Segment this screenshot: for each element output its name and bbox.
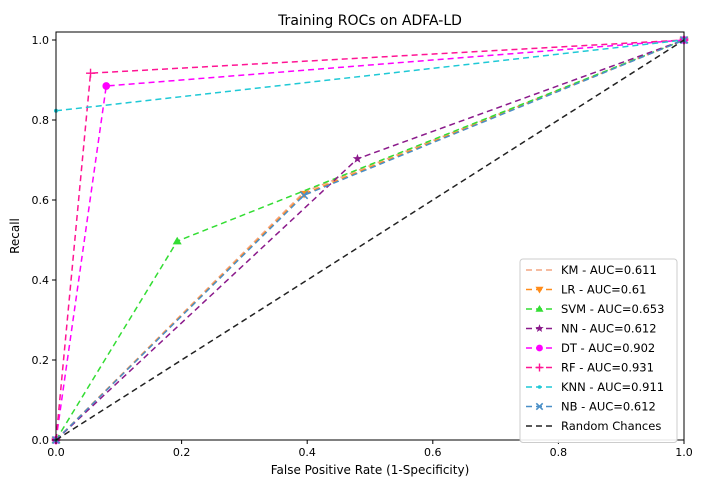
legend-item: SVM - AUC=0.653 xyxy=(526,302,664,316)
data-point-marker xyxy=(537,385,542,389)
legend-label: RF - AUC=0.931 xyxy=(561,361,654,375)
y-axis-label: Recall xyxy=(8,218,22,254)
legend-item: RF - AUC=0.931 xyxy=(526,361,654,375)
y-axis: 0.0 0.2 0.4 0.6 0.8 1.0 xyxy=(32,34,56,447)
series-line xyxy=(55,39,685,112)
y-tick-label: 0.6 xyxy=(32,194,50,207)
y-tick-label: 0.4 xyxy=(32,274,50,287)
legend-label: DT - AUC=0.902 xyxy=(561,341,655,355)
y-tick-label: 0.8 xyxy=(32,114,50,127)
plot-area xyxy=(51,35,689,445)
legend-label: NN - AUC=0.612 xyxy=(561,322,657,336)
data-point-marker xyxy=(536,344,543,352)
x-tick-label: 0.6 xyxy=(424,446,442,459)
data-point-marker xyxy=(535,286,544,294)
legend-item: NB - AUC=0.612 xyxy=(526,400,656,414)
legend-item: LR - AUC=0.61 xyxy=(526,283,646,297)
data-point-marker xyxy=(535,305,544,312)
x-tick-label: 1.0 xyxy=(675,446,693,459)
series-line xyxy=(55,39,685,441)
data-point-marker xyxy=(172,236,182,245)
data-point-marker xyxy=(352,153,363,163)
legend-item: Random Chances xyxy=(526,419,661,433)
x-axis: 0.0 0.2 0.4 0.6 0.8 1.0 xyxy=(47,440,693,459)
legend-label: Random Chances xyxy=(561,419,661,433)
chart-title: Training ROCs on ADFA-LD xyxy=(277,13,462,29)
legend-item: NN - AUC=0.612 xyxy=(526,322,657,336)
legend-label: KM - AUC=0.611 xyxy=(561,263,657,277)
legend-item: DT - AUC=0.902 xyxy=(526,341,655,355)
x-tick-label: 0.4 xyxy=(298,446,316,459)
legend-label: KNN - AUC=0.911 xyxy=(561,380,664,394)
y-tick-label: 1.0 xyxy=(32,34,50,47)
series-line xyxy=(55,39,685,441)
x-tick-label: 0.0 xyxy=(47,446,65,459)
series-line xyxy=(55,39,685,441)
series-line xyxy=(55,39,685,441)
legend-label: SVM - AUC=0.653 xyxy=(561,302,664,316)
legend-item: KNN - AUC=0.911 xyxy=(526,380,664,394)
legend-item: KM - AUC=0.611 xyxy=(526,263,657,277)
x-tick-label: 0.2 xyxy=(173,446,191,459)
series-6 xyxy=(53,37,687,113)
plot-frame xyxy=(55,31,685,441)
x-tick-label: 0.8 xyxy=(550,446,568,459)
data-point-marker xyxy=(299,191,309,200)
y-tick-label: 0.0 xyxy=(32,434,50,447)
y-tick-label: 0.2 xyxy=(32,354,50,367)
legend-box xyxy=(519,258,678,443)
legend-label: NB - AUC=0.612 xyxy=(561,400,656,414)
data-point-marker xyxy=(535,402,544,411)
data-point-marker xyxy=(102,82,111,90)
data-point-marker xyxy=(535,363,544,372)
legend: KM - AUC=0.611 LR - AUC=0.61 SVM - AUC=0.6… xyxy=(519,258,678,443)
data-point-marker xyxy=(535,324,544,333)
legend-label: LR - AUC=0.61 xyxy=(561,283,646,297)
series-8 xyxy=(55,39,685,441)
data-point-marker xyxy=(86,68,96,78)
x-axis-label: False Positive Rate (1-Specificity) xyxy=(271,463,470,477)
